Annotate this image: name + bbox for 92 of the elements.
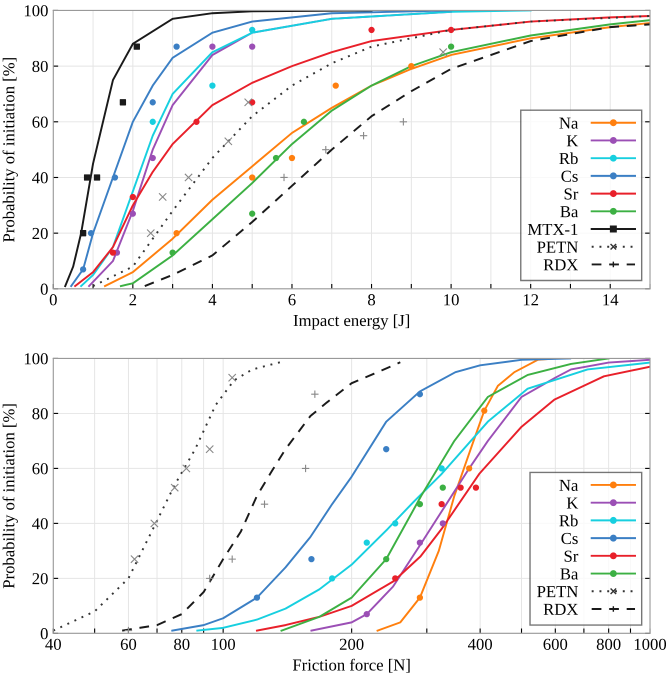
legend-label: Ba: [560, 568, 578, 580]
point: [110, 249, 116, 256]
y-tick-label: 80: [32, 408, 48, 420]
legend-label: PETN: [537, 242, 578, 253]
y-tick-label: 40: [32, 172, 48, 184]
point: [244, 98, 252, 107]
legend-label: Na: [559, 480, 578, 491]
x-tick-label: 800: [596, 638, 621, 650]
point: [184, 173, 193, 182]
y-tick-label: 20: [32, 573, 48, 584]
x-tick-label: 10: [444, 294, 459, 306]
point: [300, 118, 308, 125]
point: [80, 230, 86, 236]
point: [88, 230, 94, 236]
point: [134, 43, 140, 50]
x-tick-label: 14: [603, 294, 618, 306]
line-series: [64, 10, 373, 288]
point: [150, 99, 156, 106]
legend-label: K: [566, 135, 578, 146]
x-tick-label: 4: [208, 294, 216, 306]
point: [322, 145, 330, 154]
x-tick-label: 6: [288, 294, 296, 306]
point: [169, 249, 176, 256]
point: [193, 118, 200, 125]
legend-label: Sr: [564, 188, 578, 200]
point: [150, 154, 156, 162]
legend-label: Cs: [561, 170, 578, 182]
point: [120, 99, 126, 106]
point: [249, 174, 256, 181]
x-tick-label: 1000: [634, 638, 666, 650]
legend-label: RDX: [544, 604, 578, 615]
x-tick-label: 60: [120, 638, 136, 650]
y-tick-label: 40: [32, 518, 48, 530]
point: [94, 174, 100, 181]
y-tick-label: 60: [32, 116, 48, 128]
y-tick-label: 0: [40, 284, 48, 295]
point: [224, 137, 233, 146]
x-tick-label: 600: [544, 638, 568, 650]
point: [146, 228, 155, 238]
x-tick-label: 2: [129, 294, 136, 306]
legend-label: Cs: [561, 532, 578, 544]
point: [249, 26, 256, 34]
x-axis-title: Friction force [N]: [292, 658, 410, 673]
legend-label: Sr: [564, 550, 578, 562]
legend-label: PETN: [537, 586, 578, 598]
point: [130, 194, 136, 200]
legend-label: Rb: [559, 152, 578, 164]
point: [249, 210, 256, 217]
point: [130, 210, 136, 217]
point: [288, 154, 296, 162]
y-tick-label: 100: [24, 353, 48, 364]
x-tick-label: 400: [468, 638, 492, 650]
x-tick-label: 80: [174, 638, 190, 650]
legend-label: MTX-1: [528, 224, 578, 235]
legend-label: Na: [559, 118, 578, 129]
point: [368, 26, 375, 34]
y-axis-title: Probability of initiation [%]: [2, 58, 18, 242]
legend-label: Rb: [559, 514, 578, 526]
point: [173, 43, 180, 50]
y-tick-label: 100: [24, 5, 48, 16]
point: [112, 174, 118, 181]
point: [272, 154, 280, 162]
point: [84, 174, 90, 181]
x-tick-label: 12: [524, 294, 538, 306]
point: [249, 43, 256, 50]
y-tick-label: 60: [32, 463, 48, 474]
point: [209, 43, 216, 50]
point: [399, 118, 408, 126]
point: [332, 82, 339, 89]
y-axis-title: Probability of initiation [%]: [2, 404, 18, 588]
legend-label: RDX: [544, 259, 578, 270]
point: [158, 192, 167, 202]
point: [173, 230, 180, 236]
x-tick-label: 100: [212, 638, 236, 650]
x-tick-label: 200: [340, 638, 364, 650]
point: [448, 43, 454, 50]
point: [408, 62, 414, 70]
x-axis-title: Impact energy [J]: [294, 314, 410, 330]
y-tick-label: 20: [32, 228, 48, 240]
point: [150, 118, 156, 125]
legend-label: K: [566, 498, 578, 509]
y-tick-label: 80: [32, 60, 48, 72]
x-tick-label: 0: [50, 294, 57, 306]
y-tick-label: 0: [40, 628, 48, 640]
point: [438, 48, 448, 56]
legend-label: Ba: [560, 206, 578, 218]
point: [359, 131, 368, 140]
point: [209, 82, 216, 89]
point: [80, 266, 86, 273]
point: [280, 173, 288, 182]
x-tick-label: 8: [368, 294, 376, 306]
point: [448, 26, 454, 34]
